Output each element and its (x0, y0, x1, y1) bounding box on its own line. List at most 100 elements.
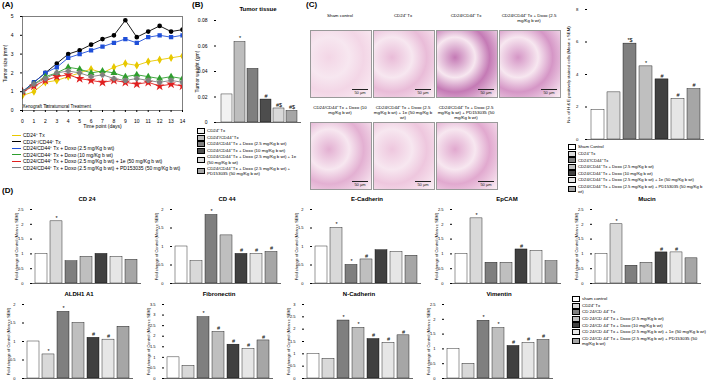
svg-text:12: 12 (157, 118, 163, 124)
svg-text:1: 1 (13, 339, 16, 344)
svg-text:2: 2 (44, 118, 47, 124)
svg-text:0: 0 (581, 281, 584, 286)
svg-text:*: * (210, 208, 213, 214)
svg-text:3.5: 3.5 (150, 302, 156, 307)
svg-text:1: 1 (161, 244, 164, 249)
svg-text:#: # (262, 334, 266, 340)
svg-text:2: 2 (21, 222, 24, 227)
svg-text:2: 2 (153, 333, 156, 338)
svg-text:Time point (days): Time point (days) (83, 123, 122, 129)
svg-text:0: 0 (13, 376, 16, 381)
svg-text:*: * (335, 221, 338, 227)
svg-text:Fold change of Control (Mean ±: Fold change of Control (Mean ± SEM) (286, 307, 291, 375)
svg-text:*: * (357, 321, 360, 327)
svg-text:*: * (202, 310, 205, 316)
svg-text:2: 2 (11, 70, 14, 76)
svg-text:11: 11 (146, 118, 151, 124)
svg-text:0: 0 (293, 376, 296, 381)
svg-text:1: 1 (581, 251, 584, 256)
svg-text:2: 2 (433, 317, 436, 322)
svg-text:4: 4 (11, 32, 14, 38)
svg-text:#: # (232, 338, 236, 344)
svg-text:0: 0 (11, 107, 14, 113)
svg-text:4: 4 (576, 72, 579, 77)
svg-text:0: 0 (153, 376, 156, 381)
svg-text:0.06: 0.06 (198, 43, 208, 49)
svg-text:0: 0 (21, 118, 24, 124)
svg-text:2.5: 2.5 (430, 302, 436, 307)
svg-text:#: # (270, 245, 274, 251)
svg-text:Fold change of Control (Mean ±: Fold change of Control (Mean ± SEM) (426, 307, 431, 375)
svg-text:Intratumoral Treatment: Intratumoral Treatment (45, 104, 91, 109)
svg-text:Fold change of Control (Mean ±: Fold change of Control (Mean ± SEM) (146, 307, 151, 375)
svg-text:Fold change of Control (Mean ±: Fold change of Control (Mean ± SEM) (574, 212, 579, 280)
svg-text:Fold change of Control (Mean ±: Fold change of Control (Mean ± SEM) (6, 307, 11, 375)
svg-text:*$: *$ (627, 37, 632, 43)
svg-text:#$: #$ (289, 104, 295, 110)
svg-text:2: 2 (293, 326, 296, 331)
svg-text:1: 1 (293, 351, 296, 356)
svg-text:#: # (520, 243, 524, 249)
svg-text:1: 1 (441, 251, 444, 256)
svg-text:4: 4 (67, 118, 70, 124)
svg-text:2.5: 2.5 (18, 207, 24, 212)
svg-text:2: 2 (581, 222, 584, 227)
svg-text:#$: #$ (276, 102, 282, 108)
svg-text:*: * (55, 215, 58, 221)
svg-text:3: 3 (11, 51, 14, 57)
svg-text:Tumor weight (gm): Tumor weight (gm) (194, 50, 200, 92)
svg-text:2.5: 2.5 (578, 207, 584, 212)
svg-text:#: # (402, 329, 406, 335)
svg-text:1: 1 (301, 244, 304, 249)
svg-text:2: 2 (301, 207, 304, 212)
svg-text:*: * (47, 348, 50, 354)
svg-text:8: 8 (576, 7, 579, 12)
svg-text:#: # (92, 331, 96, 337)
svg-text:#: # (247, 342, 251, 348)
svg-text:1: 1 (33, 118, 36, 124)
svg-text:#: # (660, 73, 664, 79)
svg-text:*: * (239, 35, 242, 41)
svg-text:Tumor size (mm): Tumor size (mm) (2, 44, 8, 82)
svg-text:2: 2 (161, 207, 164, 212)
svg-text:#: # (660, 246, 664, 252)
svg-text:*: * (645, 60, 648, 66)
svg-text:2: 2 (13, 302, 16, 307)
svg-text:#: # (255, 247, 259, 253)
svg-text:0: 0 (161, 281, 164, 286)
svg-text:#: # (217, 325, 221, 331)
svg-text:0: 0 (576, 137, 579, 142)
svg-text:#: # (264, 93, 268, 99)
svg-text:#: # (527, 336, 531, 342)
svg-text:#: # (387, 336, 391, 342)
svg-text:1: 1 (153, 355, 156, 360)
svg-text:3: 3 (153, 312, 156, 317)
svg-text:2: 2 (441, 222, 444, 227)
svg-text:0: 0 (433, 376, 436, 381)
svg-text:Fold change of Control (Mean ±: Fold change of Control (Mean ± SEM) (14, 212, 19, 280)
svg-text:#: # (512, 339, 516, 345)
svg-text:#: # (692, 82, 696, 88)
svg-text:No. of H & E positively staine: No. of H & E positively stained cells (M… (566, 26, 571, 123)
svg-text:*: * (475, 212, 478, 218)
svg-text:14: 14 (180, 118, 186, 124)
svg-text:#: # (542, 333, 546, 339)
svg-text:9: 9 (124, 118, 127, 124)
svg-text:0.08: 0.08 (198, 17, 208, 23)
svg-text:Fold change of Control (Mean ±: Fold change of Control (Mean ± SEM) (294, 212, 299, 280)
svg-text:10: 10 (134, 118, 140, 124)
svg-text:#: # (675, 246, 679, 252)
svg-text:0: 0 (21, 281, 24, 286)
svg-text:1: 1 (21, 251, 24, 256)
svg-text:5: 5 (11, 13, 14, 19)
svg-text:0: 0 (205, 119, 208, 125)
svg-text:2.5: 2.5 (438, 207, 444, 212)
svg-text:*: * (497, 321, 500, 327)
svg-text:0.02: 0.02 (198, 94, 208, 100)
svg-text:3: 3 (55, 118, 58, 124)
svg-text:0: 0 (301, 281, 304, 286)
svg-text:*: * (62, 305, 65, 311)
svg-text:5: 5 (78, 118, 81, 124)
svg-text:13: 13 (168, 118, 174, 124)
svg-text:Fold change of Control (Mean ±: Fold change of Control (Mean ± SEM) (154, 212, 159, 280)
